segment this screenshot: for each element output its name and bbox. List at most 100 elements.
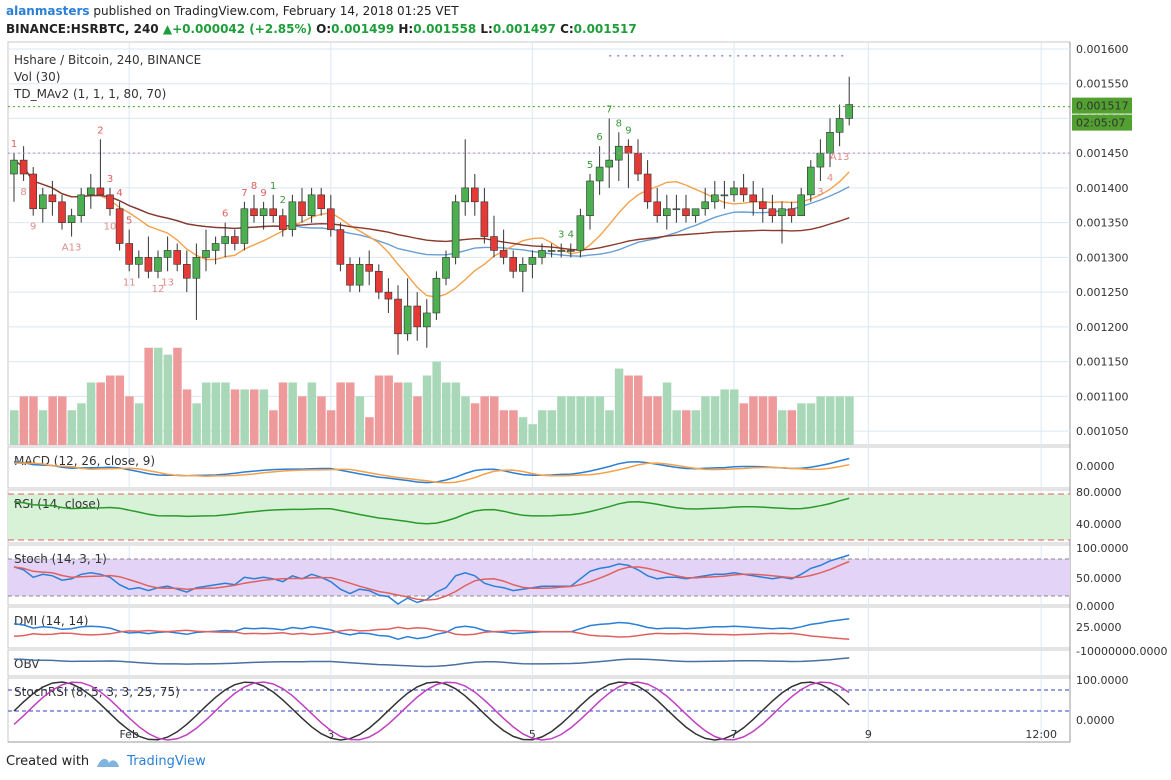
candle-body [87, 187, 95, 196]
td-count-label-below: 10 [104, 222, 117, 233]
candle-body [672, 208, 681, 211]
volume-bar [720, 389, 729, 445]
candle-body [662, 208, 671, 217]
volume-bar [576, 396, 585, 445]
volume-bar [518, 417, 528, 445]
candle-body [317, 194, 326, 210]
indicator-pane [7, 606, 1071, 649]
time-tick-label: 12:00 [1025, 728, 1057, 741]
candle-body [10, 159, 18, 175]
candle-body [394, 298, 402, 335]
time-tick-label: Feb [119, 728, 138, 741]
volume-bar [845, 396, 854, 445]
volume-bar [10, 410, 19, 445]
legend-entry: Hshare / Bitcoin, 240, BINANCE [14, 53, 201, 67]
volume-bar [384, 375, 393, 445]
candle-body [509, 257, 518, 272]
tradingview-brand-link[interactable]: TradingView [127, 754, 206, 769]
td-count-label-below: A13 [62, 243, 82, 254]
volume-bar [758, 396, 768, 445]
indicator-pane [7, 446, 1071, 489]
td-count-label: 9 [625, 125, 631, 136]
indicator-title: MACD (12, 26, close, 9) [14, 454, 155, 468]
candle-body [826, 132, 834, 154]
publish-line: alanmasters published on TradingView.com… [6, 4, 459, 18]
volume-bar [701, 396, 710, 445]
candle-body [605, 159, 614, 168]
volume-bar [557, 396, 566, 445]
volume-bar [547, 410, 557, 445]
candle-body [192, 257, 201, 279]
volume-bar [538, 410, 547, 445]
td-count-label: 6 [596, 132, 602, 143]
candle-body [816, 152, 825, 168]
candle-body [557, 250, 566, 252]
volume-bar [240, 389, 249, 445]
volume-bar [259, 389, 269, 445]
indicator-title: RSI (14, close) [14, 497, 100, 511]
candle-body [422, 312, 431, 328]
candle-body [413, 305, 422, 328]
volume-bar [566, 396, 576, 445]
stochrsi-d-line [13, 681, 850, 741]
td-count-label: 5 [587, 160, 593, 171]
published-text: published on TradingView.com, February 1… [93, 4, 459, 18]
candle-body [19, 159, 28, 175]
volume-bar [144, 347, 153, 445]
td-count-label-below: 3 [817, 187, 823, 198]
candle-body [240, 208, 249, 244]
candle-body [288, 201, 297, 230]
volume-bar [691, 410, 701, 445]
candle-body [106, 194, 114, 210]
td-count-label: 2 [97, 125, 103, 136]
volume-bar [605, 410, 614, 445]
candle-body [154, 257, 162, 272]
username-link[interactable]: alanmasters [6, 4, 90, 18]
volume-bar [106, 375, 115, 445]
volume-bar [211, 382, 221, 445]
volume-bar [374, 375, 384, 445]
indicator-tick-label: 25.0000 [1076, 621, 1122, 634]
candle-body [442, 257, 450, 279]
volume-bar [77, 403, 86, 445]
close-value: 0.001517 [573, 22, 637, 36]
candle-body [58, 201, 66, 223]
indicator-tick-label: 80.0000 [1076, 486, 1122, 499]
td-count-label: 3 [558, 230, 564, 241]
candle-body [749, 194, 758, 203]
candle-body [835, 118, 844, 133]
candle-body [67, 215, 76, 223]
candle-body [691, 208, 700, 217]
candle-body [720, 194, 729, 197]
volume-bar [739, 403, 749, 445]
chart-canvas[interactable]: Feb357912:0012141612:00.0016000.0015500.… [0, 0, 1171, 750]
candle-body [365, 264, 374, 272]
indicator-tick-label: 50.0000 [1076, 572, 1122, 585]
volume-bar [634, 375, 643, 445]
volume-bar [230, 389, 240, 445]
candle-body [778, 208, 786, 217]
candle-body [490, 236, 498, 251]
volume-bar [202, 382, 211, 445]
volume-bar [250, 389, 259, 445]
volume-bar [509, 410, 518, 445]
volume-bar [48, 396, 57, 445]
td-count-label: 5 [126, 216, 132, 227]
volume-bar [38, 410, 48, 445]
candle-body [278, 215, 287, 230]
stochrsi-k-line [13, 681, 850, 741]
td-count-label: 6 [222, 209, 228, 220]
candle-body [231, 236, 239, 244]
volume-bar [115, 375, 125, 445]
candle-body [125, 243, 133, 265]
candle-body [586, 180, 594, 217]
candle-body [682, 208, 690, 217]
volume-bar [134, 403, 144, 445]
volume-bar [461, 396, 470, 445]
candle-body [768, 208, 777, 217]
volume-bar [163, 354, 173, 445]
ma-brown-line [13, 159, 850, 251]
td-count-label: 4 [568, 230, 574, 241]
volume-bar [586, 396, 595, 445]
volume-bar [86, 382, 96, 445]
